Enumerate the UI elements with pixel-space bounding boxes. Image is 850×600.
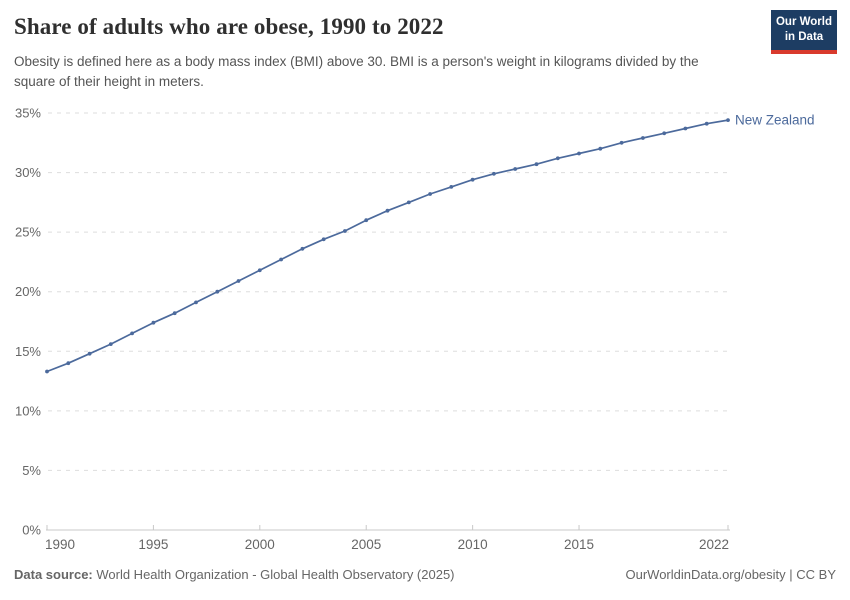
data-point — [151, 320, 156, 325]
citation-link[interactable]: OurWorldinData.org/obesity | CC BY — [625, 567, 837, 582]
y-axis-labels: 0% 5% 10% 15% 20% 25% 30% 35% — [15, 106, 41, 538]
y-tick-label: 25% — [15, 225, 41, 240]
data-point — [300, 246, 305, 251]
data-point — [66, 361, 71, 366]
x-tick-label: 2015 — [564, 537, 594, 552]
x-tick-label: 1990 — [45, 537, 75, 552]
x-tick-label: 2000 — [245, 537, 275, 552]
data-point — [172, 311, 177, 316]
data-point — [108, 342, 113, 346]
y-tick-label: 0% — [22, 523, 41, 538]
data-point — [428, 192, 432, 196]
data-source-note: Data source: World Health Organization -… — [14, 567, 455, 582]
owid-logo[interactable]: Our World in Data — [771, 10, 837, 54]
x-tick-label: 2022 — [699, 537, 729, 552]
chart-footer: Data source: World Health Organization -… — [14, 567, 836, 582]
x-axis: 1990 1995 2000 2005 2010 2015 2022 — [45, 525, 729, 552]
chart-subtitle: Obesity is defined here as a body mass i… — [14, 54, 699, 89]
data-point — [470, 177, 475, 182]
y-gridlines — [46, 112, 730, 531]
series-line — [46, 119, 729, 373]
y-tick-label: 5% — [22, 463, 41, 478]
data-point — [87, 351, 92, 356]
data-point — [534, 162, 539, 167]
data-point — [385, 208, 390, 213]
data-point — [236, 279, 241, 283]
x-tick-label: 2005 — [351, 537, 381, 552]
data-point — [130, 331, 135, 336]
data-point — [279, 257, 283, 262]
data-point — [321, 237, 326, 242]
data-source-label: Data source: — [14, 567, 93, 582]
y-tick-label: 15% — [15, 344, 41, 359]
y-tick-label: 30% — [15, 165, 41, 180]
data-point — [343, 229, 347, 233]
x-tick-label: 2010 — [458, 537, 488, 552]
data-point — [577, 151, 581, 156]
data-point — [641, 136, 645, 140]
owid-logo-line1: Our World — [775, 16, 832, 28]
data-point — [364, 218, 369, 223]
data-point — [619, 140, 624, 145]
series-end-label: New Zealand — [735, 113, 815, 128]
y-tick-label: 10% — [15, 403, 41, 418]
data-series-new-zealand[interactable]: New Zealand — [45, 113, 815, 374]
data-source-text: World Health Organization - Global Healt… — [92, 567, 455, 582]
data-point — [215, 289, 220, 294]
data-point — [45, 369, 49, 374]
data-point — [257, 268, 262, 273]
data-point — [555, 156, 560, 161]
y-tick-label: 35% — [15, 106, 41, 121]
data-point — [406, 200, 411, 205]
page-title: Share of adults who are obese, 1990 to 2… — [14, 14, 444, 39]
data-point — [492, 171, 496, 176]
data-point — [662, 131, 667, 136]
data-point — [726, 118, 730, 122]
data-point — [449, 185, 454, 189]
y-tick-label: 20% — [15, 284, 41, 299]
x-tick-label: 1995 — [138, 537, 168, 552]
owid-logo-line2: in Data — [784, 30, 824, 43]
data-point — [598, 146, 603, 151]
data-point — [513, 167, 518, 171]
data-point — [704, 121, 709, 126]
data-point — [194, 300, 198, 305]
data-point — [683, 126, 688, 131]
